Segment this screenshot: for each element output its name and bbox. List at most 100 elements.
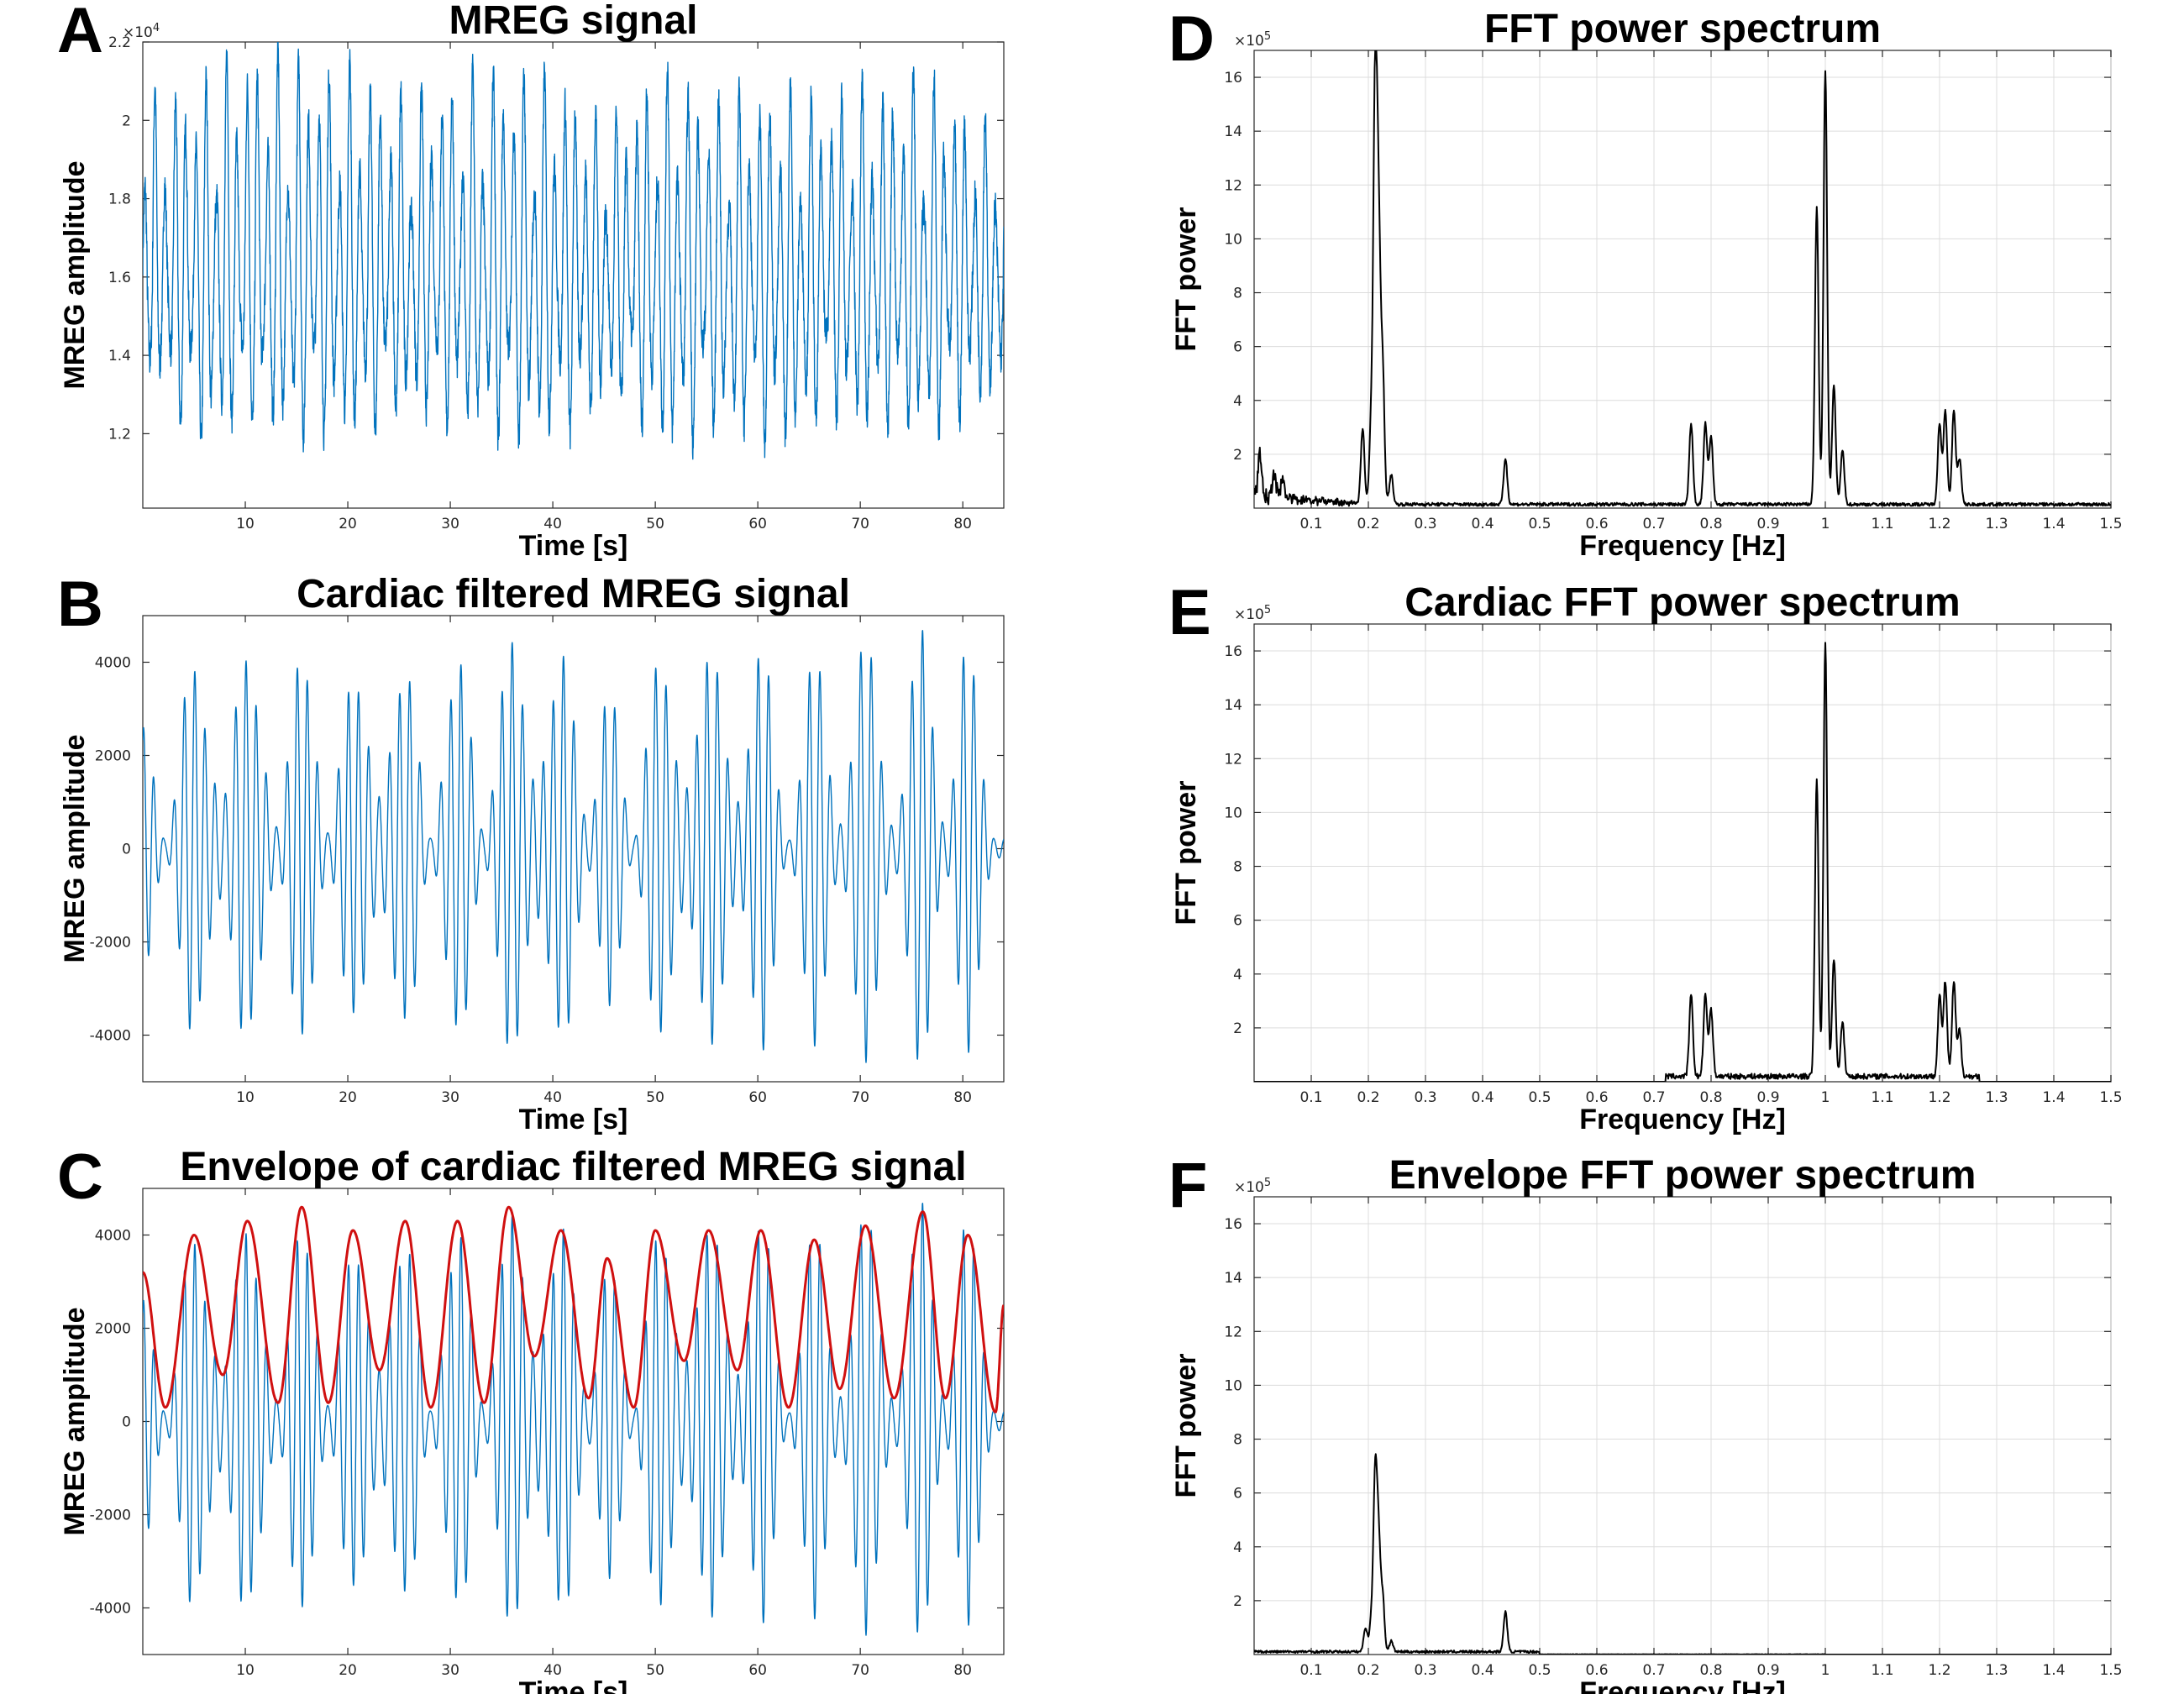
x-tick-label: 0.4 (1471, 1662, 1494, 1679)
x-tick-label: 1.5 (2099, 1662, 2122, 1679)
panel-letter: A (57, 0, 103, 66)
x-tick-label: 0.1 (1299, 1089, 1322, 1106)
x-tick-label: 80 (953, 1662, 972, 1679)
x-tick-label: 0.7 (1642, 516, 1665, 532)
x-tick-label: 0.5 (1528, 1662, 1551, 1679)
x-tick-label: 10 (236, 1662, 255, 1679)
y-tick-label: -2000 (90, 1508, 131, 1524)
x-tick-label: 1.5 (2099, 516, 2122, 532)
x-tick-label: 0.7 (1642, 1662, 1665, 1679)
chart-title: Cardiac filtered MREG signal (297, 572, 850, 616)
chart-title: Cardiac FFT power spectrum (1404, 580, 1960, 625)
x-tick-label: 0.3 (1414, 1089, 1436, 1106)
y-tick-label: 6 (1233, 339, 1242, 356)
y-tick-label: 2 (1233, 1020, 1242, 1037)
x-axis-label: Time [s] (519, 1104, 628, 1135)
x-tick-label: 0.9 (1756, 1662, 1779, 1679)
y-tick-label: -2000 (90, 935, 131, 952)
x-tick-label: 0.1 (1299, 516, 1322, 532)
x-tick-label: 0.3 (1414, 516, 1436, 532)
y-tick-label: 1.4 (108, 348, 131, 364)
x-tick-label: 1 (1821, 1662, 1830, 1679)
y-tick-label: 8 (1233, 1432, 1242, 1449)
x-tick-label: 80 (953, 516, 972, 532)
x-tick-label: 0.6 (1585, 1662, 1608, 1679)
x-tick-label: 1.2 (1928, 1089, 1950, 1106)
x-tick-label: 60 (748, 516, 767, 532)
axes-box (1253, 1196, 2112, 1655)
x-tick-label: 10 (236, 516, 255, 532)
y-tick-label: 14 (1224, 697, 1242, 714)
y-tick-label: 12 (1224, 751, 1242, 768)
x-tick-label: 1 (1821, 516, 1830, 532)
axes-box (142, 615, 1005, 1083)
axis-exponent-power: 5 (1264, 30, 1271, 43)
y-tick-label: 1.2 (108, 426, 131, 443)
y-tick-label: 14 (1224, 123, 1242, 140)
y-axis-label: FFT power (1170, 1354, 1202, 1498)
plot-area (143, 630, 1004, 1063)
axis-exponent-power: 4 (153, 22, 160, 34)
x-tick-label: 0.6 (1585, 516, 1608, 532)
x-tick-label: 60 (748, 1089, 767, 1106)
x-tick-label: 0.7 (1642, 1089, 1665, 1106)
x-tick-label: 40 (543, 1662, 562, 1679)
y-tick-label: 10 (1224, 231, 1242, 248)
y-tick-label: 2 (1233, 447, 1242, 464)
y-axis-label: FFT power (1170, 781, 1202, 926)
x-tick-label: 0.2 (1357, 1089, 1379, 1106)
x-tick-label: 1.3 (1985, 1089, 2008, 1106)
x-tick-label: 1.1 (1871, 1089, 1893, 1106)
y-tick-label: -4000 (90, 1601, 131, 1618)
x-axis-label: Frequency [Hz] (1579, 1676, 1786, 1694)
x-tick-label: 1.4 (2042, 1662, 2065, 1679)
y-axis-label: FFT power (1170, 207, 1202, 352)
x-tick-label: 30 (441, 516, 459, 532)
x-tick-label: 1.2 (1928, 1662, 1950, 1679)
y-tick-label: 12 (1224, 1324, 1242, 1340)
series-line (143, 42, 1004, 460)
axis-exponent: ×105 (1234, 30, 1271, 50)
y-tick-label: 6 (1233, 913, 1242, 930)
y-tick-label: 1.6 (108, 270, 131, 286)
y-axis-label: MREG amplitude (59, 160, 91, 389)
y-tick-label: 2.2 (108, 34, 131, 51)
y-axis-label: MREG amplitude (59, 1307, 91, 1535)
x-tick-label: 1.3 (1985, 1662, 2008, 1679)
x-tick-label: 0.6 (1585, 1089, 1608, 1106)
axis-exponent-base: ×10 (1234, 606, 1264, 623)
axis-exponent-base: ×10 (1234, 1179, 1264, 1196)
panel-b: 10 20 30 40 50 60 70 80 -4000 -2000 0 2000 4000 Cardi… (57, 569, 1005, 1135)
x-tick-label: 0.9 (1756, 516, 1779, 532)
y-tick-label: -4000 (90, 1028, 131, 1045)
axis-exponent: ×105 (1234, 604, 1271, 623)
y-tick-label: 12 (1224, 177, 1242, 194)
series-line (1254, 642, 2111, 1082)
x-tick-label: 0.9 (1756, 1089, 1779, 1106)
x-tick-label: 50 (646, 1089, 664, 1106)
y-axis-label: MREG amplitude (59, 734, 91, 962)
x-axis-label: Frequency [Hz] (1579, 1104, 1786, 1135)
y-tick-label: 16 (1224, 643, 1242, 660)
x-tick-label: 0.5 (1528, 516, 1551, 532)
x-tick-label: 0.8 (1699, 516, 1722, 532)
x-tick-label: 1.3 (1985, 516, 2008, 532)
panel-e: 0.1 0.2 0.3 0.4 0.5 0.6 0.7 0.8 0.9 1 1.1 1.2 1.3 1.4… (1168, 577, 2123, 1135)
y-tick-label: 2 (1233, 1593, 1242, 1610)
series-line (143, 630, 1004, 1063)
chart-title: Envelope of cardiac filtered MREG signal (180, 1145, 966, 1189)
axis-exponent-power: 5 (1264, 1177, 1271, 1189)
chart-title: MREG signal (449, 0, 697, 43)
y-tick-label: 4000 (95, 655, 131, 672)
panel-f: 0.1 0.2 0.3 0.4 0.5 0.6 0.7 0.8 0.9 1 1.1 1.2 1.3 1.4… (1168, 1150, 2123, 1694)
x-tick-label: 0.2 (1357, 516, 1379, 532)
x-tick-label: 40 (543, 516, 562, 532)
x-tick-label: 60 (748, 1662, 767, 1679)
x-tick-label: 20 (339, 516, 357, 532)
x-tick-label: 1.4 (2042, 516, 2065, 532)
x-tick-label: 0.8 (1699, 1662, 1722, 1679)
x-tick-label: 0.1 (1299, 1662, 1322, 1679)
y-tick-label: 2000 (95, 748, 131, 765)
x-tick-label: 0.2 (1357, 1662, 1379, 1679)
